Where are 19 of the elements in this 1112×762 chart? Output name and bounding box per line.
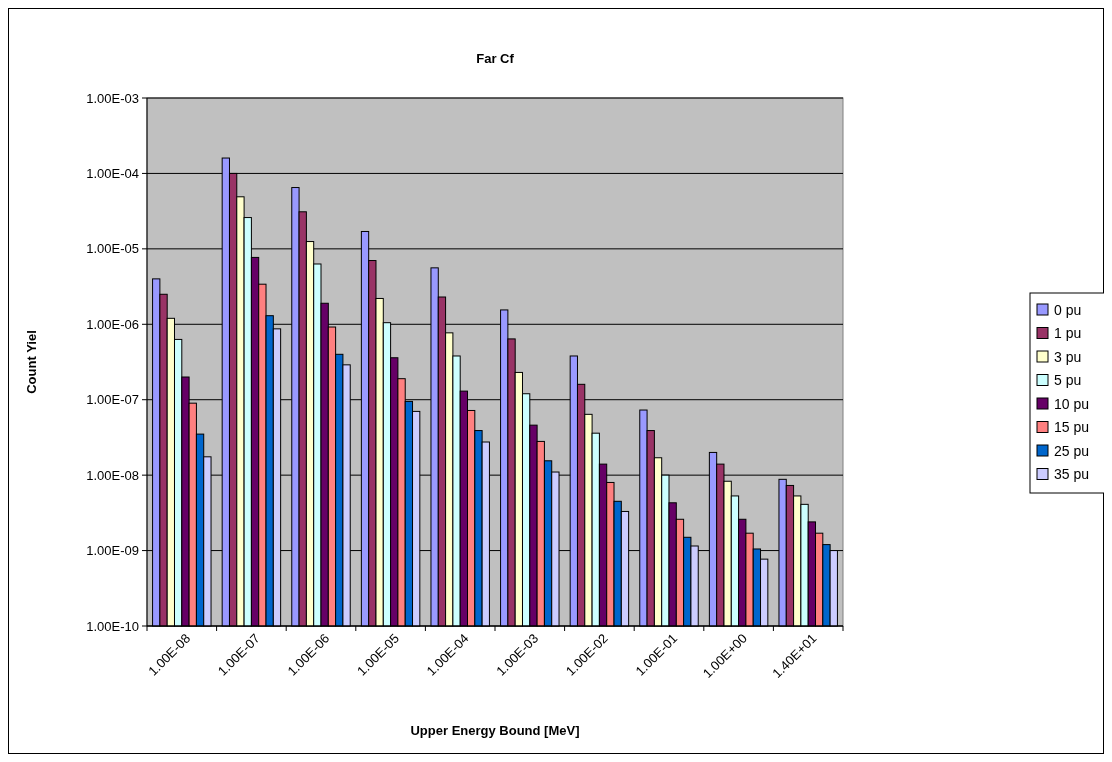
y-tick-label: 1.00E-10 <box>86 618 139 634</box>
y-tick-label: 1.00E-09 <box>86 543 139 559</box>
chart-title: Far Cf <box>476 51 515 66</box>
y-tick-label: 1.00E-08 <box>86 467 139 483</box>
y-tick-label: 1.00E-05 <box>86 241 139 257</box>
y-tick-label: 1.00E-06 <box>86 316 139 332</box>
x-axis-title: Upper Energy Bound [MeV] <box>410 723 580 738</box>
legend-label: 5 pu <box>1054 372 1082 389</box>
legend-label: 0 pu <box>1054 301 1082 318</box>
legend-label: 35 pu <box>1054 466 1090 483</box>
legend-label: 10 pu <box>1054 395 1090 412</box>
y-tick-label: 1.00E-07 <box>86 392 139 408</box>
legend-label: 25 pu <box>1054 442 1090 459</box>
y-axis-title: Count Yiel <box>24 330 39 394</box>
y-tick-label: 1.00E-04 <box>86 165 139 181</box>
legend-label: 15 pu <box>1054 419 1090 436</box>
legend-label: 1 pu <box>1054 325 1082 342</box>
y-tick-label: 1.00E-03 <box>86 90 139 106</box>
legend-label: 3 pu <box>1054 348 1082 365</box>
